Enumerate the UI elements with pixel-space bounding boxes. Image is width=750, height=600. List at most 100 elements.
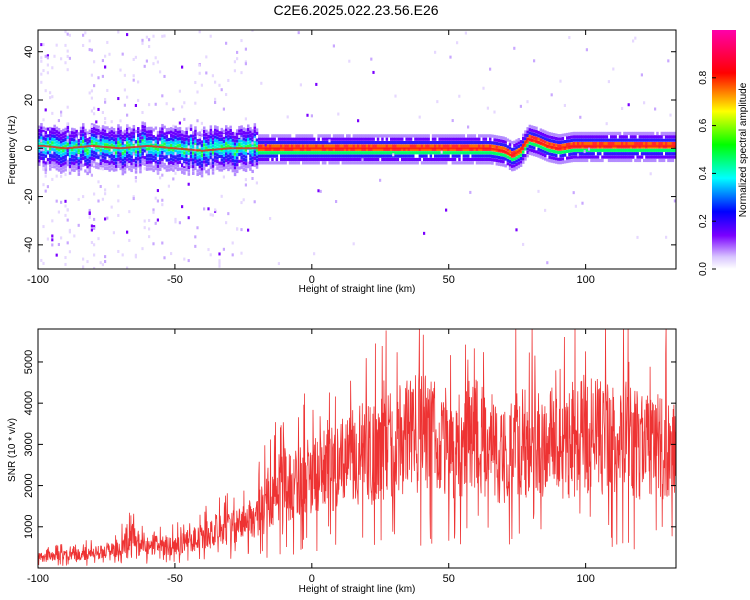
heatmap-cell bbox=[119, 163, 122, 167]
heatmap-cell bbox=[379, 154, 382, 158]
heatmap-cell bbox=[557, 137, 560, 141]
heatmap-cell bbox=[434, 137, 437, 141]
heatmap-cell bbox=[110, 160, 114, 164]
heatmap-cell bbox=[255, 141, 259, 146]
heatmap-cell bbox=[568, 135, 571, 140]
heatmap-cell bbox=[374, 140, 378, 145]
heatmap-noise bbox=[88, 48, 91, 52]
heatmap-noise bbox=[119, 152, 122, 156]
heatmap-cell bbox=[286, 137, 290, 141]
heatmap-noise bbox=[64, 256, 67, 260]
heatmap-cell bbox=[462, 134, 466, 138]
heatmap-cell bbox=[636, 141, 639, 146]
heatmap-cell bbox=[84, 138, 87, 143]
heatmap-cell bbox=[555, 150, 558, 154]
heatmap-cell bbox=[550, 135, 554, 140]
heatmap-cell bbox=[332, 137, 336, 141]
heatmap-cell bbox=[614, 148, 617, 152]
heatmap-cell bbox=[112, 155, 116, 159]
heatmap-cell bbox=[297, 161, 301, 165]
heatmap-cell bbox=[566, 146, 569, 150]
heatmap-cell bbox=[511, 157, 514, 162]
heatmap-cell bbox=[181, 143, 184, 147]
heatmap-cell bbox=[288, 157, 292, 162]
heatmap-noise bbox=[205, 71, 208, 75]
heatmap-cell bbox=[139, 143, 142, 147]
heatmap-cell bbox=[53, 151, 56, 155]
heatmap-cell bbox=[416, 161, 419, 165]
heatmap-cell bbox=[324, 140, 327, 145]
heatmap-cell bbox=[359, 157, 362, 162]
heatmap-cell bbox=[484, 134, 488, 138]
heatmap-cell bbox=[350, 137, 353, 141]
heatmap-cell bbox=[293, 144, 296, 148]
heatmap-cell bbox=[500, 146, 503, 150]
heatmap-cell bbox=[137, 137, 140, 141]
heatmap-cell bbox=[266, 161, 270, 165]
heatmap-cell bbox=[123, 170, 127, 174]
heatmap-cell bbox=[671, 155, 675, 159]
heatmap-cell bbox=[88, 153, 92, 157]
heatmap-cell bbox=[649, 158, 653, 163]
heatmap-cell bbox=[291, 161, 294, 165]
heatmap-cell bbox=[324, 154, 327, 158]
heatmap-cell bbox=[574, 148, 578, 152]
heatmap-cell bbox=[64, 164, 67, 169]
heatmap-cell bbox=[478, 140, 481, 145]
heatmap-cell bbox=[535, 130, 538, 134]
heatmap-cell bbox=[513, 147, 516, 151]
heatmap-cell bbox=[79, 150, 83, 154]
heatmap-cell bbox=[579, 138, 582, 142]
heatmap-cell bbox=[475, 144, 479, 148]
heatmap-cell bbox=[656, 138, 659, 142]
heatmap-cell bbox=[528, 148, 532, 152]
heatmap-cell bbox=[90, 156, 94, 161]
heatmap-cell bbox=[464, 137, 468, 141]
heatmap-cell bbox=[530, 125, 534, 129]
heatmap-noise bbox=[132, 78, 135, 82]
heatmap-cell bbox=[95, 125, 98, 129]
heatmap-cell bbox=[165, 144, 169, 149]
heatmap-cell bbox=[196, 145, 199, 149]
heatmap-cell bbox=[185, 157, 188, 162]
heatmap-noise bbox=[97, 107, 100, 111]
heatmap-cell bbox=[211, 164, 215, 168]
heatmap-cell bbox=[139, 129, 142, 133]
heatmap-cell bbox=[104, 146, 107, 150]
heatmap-cell bbox=[84, 149, 87, 153]
heatmap-cell bbox=[271, 147, 274, 151]
heatmap-cell bbox=[544, 154, 547, 158]
heatmap-cell bbox=[442, 144, 446, 148]
heatmap-cell bbox=[548, 148, 551, 153]
heatmap-cell bbox=[559, 150, 562, 155]
heatmap-noise bbox=[42, 148, 45, 152]
heatmap-noise bbox=[104, 255, 107, 259]
heatmap-cell bbox=[229, 139, 232, 143]
heatmap-cell bbox=[143, 149, 147, 153]
heatmap-cell bbox=[104, 129, 107, 133]
heatmap-cell bbox=[590, 155, 593, 159]
heatmap-cell bbox=[282, 151, 285, 155]
heatmap-cell bbox=[513, 154, 516, 158]
heatmap-noise bbox=[370, 57, 373, 61]
heatmap-cell bbox=[610, 158, 613, 163]
heatmap-cell bbox=[255, 158, 259, 162]
heatmap-cell bbox=[453, 161, 457, 165]
heatmap-cell bbox=[233, 159, 237, 163]
heatmap-cell bbox=[99, 138, 103, 142]
heatmap-cell bbox=[198, 141, 202, 145]
heatmap-cell bbox=[414, 140, 417, 145]
heatmap-noise bbox=[101, 74, 104, 78]
heatmap-cell bbox=[423, 151, 426, 155]
heatmap-cell bbox=[139, 153, 142, 157]
heatmap-cell bbox=[110, 157, 114, 161]
heatmap-cell bbox=[381, 134, 384, 138]
heatmap-cell bbox=[528, 124, 532, 128]
heatmap-noise bbox=[57, 119, 60, 123]
heatmap-cell bbox=[429, 154, 433, 158]
heatmap-cell bbox=[216, 149, 219, 154]
heatmap-noise bbox=[563, 103, 566, 107]
heatmap-cell bbox=[44, 130, 48, 135]
heatmap-cell bbox=[387, 134, 391, 138]
heatmap-cell bbox=[62, 169, 65, 173]
